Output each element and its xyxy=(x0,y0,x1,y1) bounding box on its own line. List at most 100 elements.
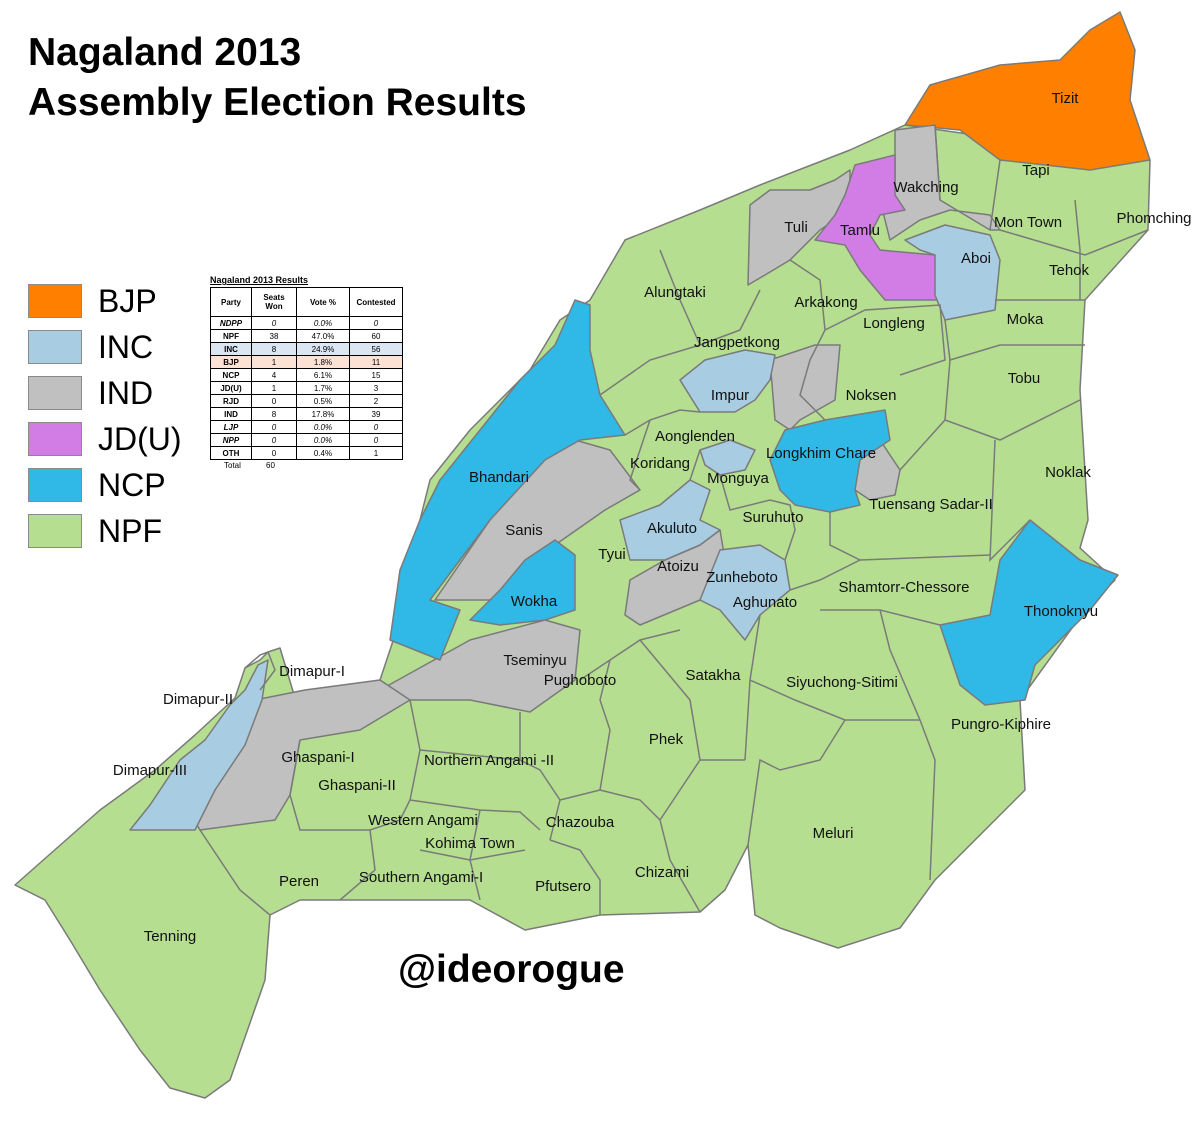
cell-party: RJD xyxy=(210,394,252,408)
label-ghaspani-i: Ghaspani-I xyxy=(281,749,354,766)
label-tenning: Tenning xyxy=(144,928,197,945)
label-monguya: Monguya xyxy=(707,470,769,487)
cell-seats-won: 8 xyxy=(251,407,297,421)
results-table-title: Nagaland 2013 Results xyxy=(210,275,309,285)
legend-label-bjp: BJP xyxy=(98,282,157,319)
label-shamtorr-chessore: Shamtorr-Chessore xyxy=(839,579,970,596)
label-northern-angami-ii: Northern Angami -II xyxy=(424,752,554,769)
label-tuli: Tuli xyxy=(784,219,808,236)
party-legend: BJP INC IND JD(U) NCP NPF xyxy=(28,278,182,554)
label-arkakong: Arkakong xyxy=(794,294,857,311)
cell-vote-pct: 6.1% xyxy=(296,368,350,382)
label-tamlu: Tamlu xyxy=(840,222,880,239)
akuluto-region xyxy=(619,479,721,561)
total-label: Total xyxy=(224,461,241,470)
cell-party: NCP xyxy=(210,368,252,382)
label-dimapur-ii: Dimapur-II xyxy=(163,691,233,708)
label-noklak: Noklak xyxy=(1045,464,1091,481)
results-table-panel: Nagaland 2013 Results Party Seats Won Vo… xyxy=(210,275,403,470)
label-longleng: Longleng xyxy=(863,315,925,332)
legend-item-ind: IND xyxy=(28,370,182,416)
results-row-ncp: NCP 4 6.1% 15 xyxy=(210,368,403,382)
label-tehok: Tehok xyxy=(1049,262,1090,279)
longkhim-chare-region xyxy=(769,409,891,513)
label-tseminyu: Tseminyu xyxy=(503,652,566,669)
label-noksen: Noksen xyxy=(846,387,897,404)
legend-item-bjp: BJP xyxy=(28,278,182,324)
legend-item-ncp: NCP xyxy=(28,462,182,508)
cell-seats-won: 0 xyxy=(251,394,297,408)
cell-seats-won: 0 xyxy=(251,446,297,460)
label-suruhuto: Suruhuto xyxy=(743,509,804,526)
label-aboi: Aboi xyxy=(961,250,991,267)
label-koridang: Koridang xyxy=(630,455,690,472)
cell-contested: 60 xyxy=(349,329,403,343)
cell-vote-pct: 0.0% xyxy=(296,433,350,447)
thonoknyu-region xyxy=(939,519,1119,706)
cell-party: NDPP xyxy=(210,316,252,330)
cell-contested: 1 xyxy=(349,446,403,460)
label-dimapur-iii: Dimapur-III xyxy=(113,762,187,779)
legend-swatch-inc xyxy=(28,330,82,364)
label-pungro-kiphire: Pungro-Kiphire xyxy=(951,716,1051,733)
label-atoizu: Atoizu xyxy=(657,558,699,575)
monguya-region xyxy=(699,439,756,476)
results-table: Party Seats Won Vote % Contested NDPP 0 0.… xyxy=(210,287,403,460)
cell-seats-won: 38 xyxy=(251,329,297,343)
results-table-body: NDPP 0 0.0% 0 NPF 38 47.0% 60 INC 8 24.9% 56 BJP 1 1.8… xyxy=(210,316,403,460)
label-impur: Impur xyxy=(711,387,749,404)
label-phek: Phek xyxy=(649,731,684,748)
header-party: Party xyxy=(210,287,252,317)
cell-seats-won: 0 xyxy=(251,420,297,434)
cell-seats-won: 8 xyxy=(251,342,297,356)
label-ghaspani-ii: Ghaspani-II xyxy=(318,777,396,794)
cell-party: INC xyxy=(210,342,252,356)
header-contested: Contested xyxy=(349,287,403,317)
cell-seats-won: 1 xyxy=(251,355,297,369)
cell-vote-pct: 47.0% xyxy=(296,329,350,343)
results-total-row: Total 60 xyxy=(210,461,403,470)
label-meluri: Meluri xyxy=(813,825,854,842)
results-row-npf: NPF 38 47.0% 60 xyxy=(210,329,403,343)
label-pughoboto: Pughoboto xyxy=(544,672,617,689)
results-row-npp: NPP 0 0.0% 0 xyxy=(210,433,403,447)
label-tizit: Tizit xyxy=(1052,90,1080,107)
label-zunheboto: Zunheboto xyxy=(706,569,778,586)
label-aonglenden: Aonglenden xyxy=(655,428,735,445)
label-pfutsero: Pfutsero xyxy=(535,878,591,895)
cell-seats-won: 0 xyxy=(251,316,297,330)
legend-label-inc: INC xyxy=(98,328,154,365)
label-alungtaki: Alungtaki xyxy=(644,284,706,301)
results-row-jdu: JD(U) 1 1.7% 3 xyxy=(210,381,403,395)
cell-vote-pct: 0.0% xyxy=(296,420,350,434)
cell-party: BJP xyxy=(210,355,252,369)
label-akuluto: Akuluto xyxy=(647,520,697,537)
cell-seats-won: 0 xyxy=(251,433,297,447)
wokha-region xyxy=(469,539,576,626)
aboi-region xyxy=(904,224,1001,321)
legend-swatch-bjp xyxy=(28,284,82,318)
dimapur-ii-region xyxy=(129,659,269,831)
results-header-row: Party Seats Won Vote % Contested xyxy=(210,287,403,317)
label-tobu: Tobu xyxy=(1008,370,1041,387)
map-title: Nagaland 2013 Assembly Election Results xyxy=(28,28,527,128)
cell-contested: 0 xyxy=(349,316,403,330)
legend-swatch-ncp xyxy=(28,468,82,502)
cell-vote-pct: 0.4% xyxy=(296,446,350,460)
cell-contested: 3 xyxy=(349,381,403,395)
legend-item-inc: INC xyxy=(28,324,182,370)
cell-contested: 2 xyxy=(349,394,403,408)
constituency-labels: Tizit Tapi Phomching Wakching Mon Town Tehok T… xyxy=(113,90,1192,945)
total-value: 60 xyxy=(266,461,275,470)
legend-label-jdu: JD(U) xyxy=(98,420,182,457)
legend-swatch-npf xyxy=(28,514,82,548)
results-row-ind: IND 8 17.8% 39 xyxy=(210,407,403,421)
cell-vote-pct: 0.5% xyxy=(296,394,350,408)
legend-swatch-ind xyxy=(28,376,82,410)
label-western-angami: Western Angami xyxy=(368,812,478,829)
monguya-east-region xyxy=(769,344,841,431)
cell-contested: 0 xyxy=(349,433,403,447)
cell-vote-pct: 0.0% xyxy=(296,316,350,330)
results-row-rjd: RJD 0 0.5% 2 xyxy=(210,394,403,408)
cell-seats-won: 4 xyxy=(251,368,297,382)
